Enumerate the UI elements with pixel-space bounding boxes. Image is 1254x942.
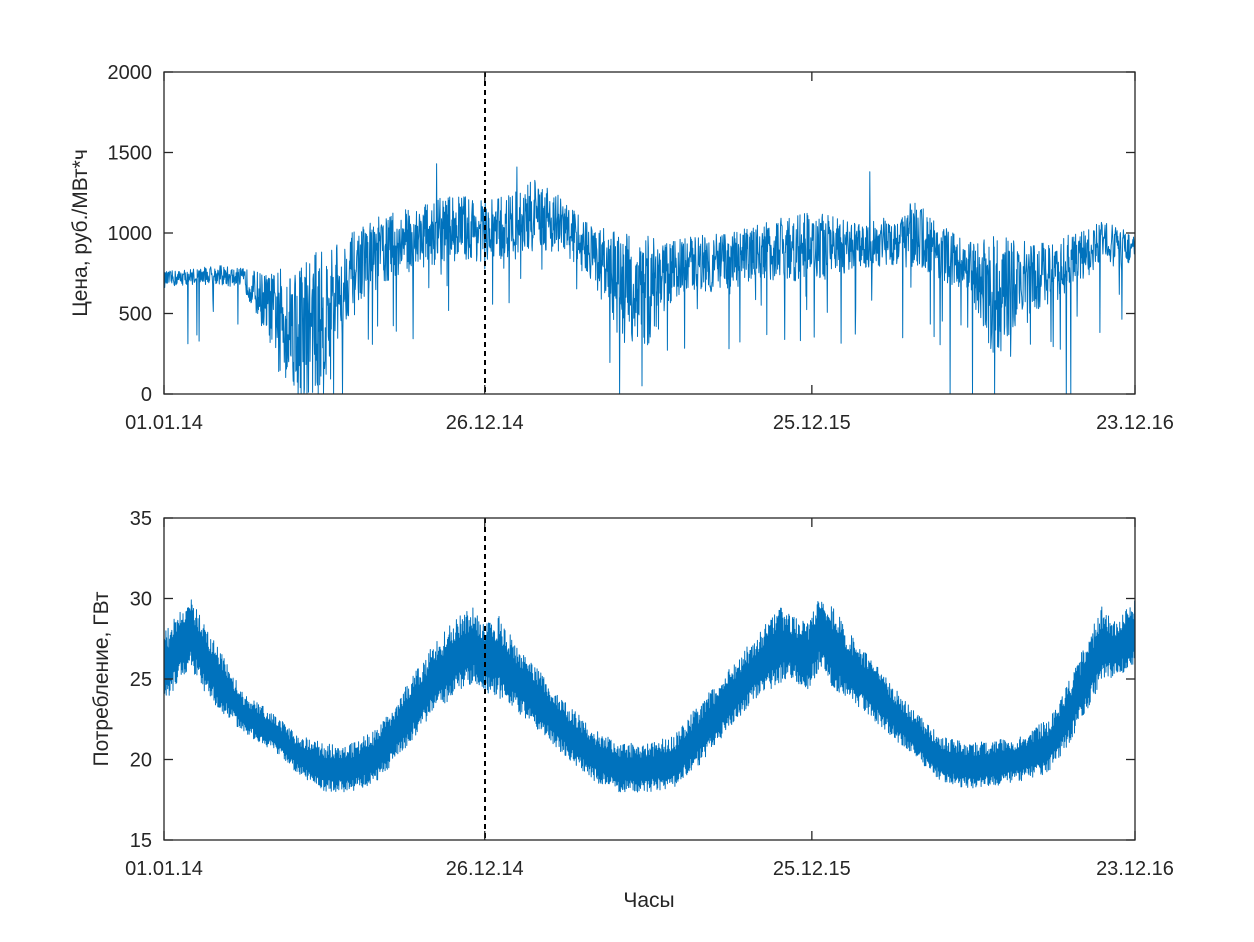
x-axis-label: Часы bbox=[623, 889, 674, 912]
x-tick-label: 26.12.14 bbox=[446, 412, 524, 434]
y-tick-label: 1000 bbox=[108, 223, 153, 245]
consumption-y-axis-label: Потребление, ГВт bbox=[90, 591, 113, 766]
x-tick-label: 26.12.14 bbox=[446, 858, 524, 880]
x-tick-label: 25.12.15 bbox=[773, 858, 851, 880]
x-tick-label: 25.12.15 bbox=[773, 412, 851, 434]
y-tick-label: 35 bbox=[130, 508, 152, 530]
consumption-plot-frame bbox=[163, 517, 1136, 841]
price-chart-panel: 0 500 1000 1500 2000 01.01.14 26.12.14 25.12.1… bbox=[69, 62, 1174, 434]
y-tick-label: 20 bbox=[130, 750, 152, 772]
x-tick-label: 23.12.16 bbox=[1096, 412, 1174, 434]
price-y-axis-label: Цена, руб./МВт*ч bbox=[69, 149, 92, 317]
y-tick-label: 25 bbox=[130, 669, 152, 691]
y-tick-label: 1500 bbox=[108, 143, 153, 165]
consumption-chart-panel: 15 20 25 30 35 01.01.14 26.12.14 25.12.15 23.12… bbox=[90, 508, 1174, 912]
y-tick-label: 500 bbox=[119, 304, 152, 326]
data-series-line bbox=[163, 599, 1136, 793]
y-tick-label: 0 bbox=[141, 384, 152, 406]
y-tick-label: 2000 bbox=[108, 62, 153, 84]
x-tick-label: 01.01.14 bbox=[125, 858, 203, 880]
y-tick-label: 30 bbox=[130, 589, 152, 611]
data-series-line bbox=[163, 163, 1136, 395]
x-tick-label: 23.12.16 bbox=[1096, 858, 1174, 880]
y-tick-label: 15 bbox=[130, 830, 152, 852]
x-tick-label: 01.01.14 bbox=[125, 412, 203, 434]
